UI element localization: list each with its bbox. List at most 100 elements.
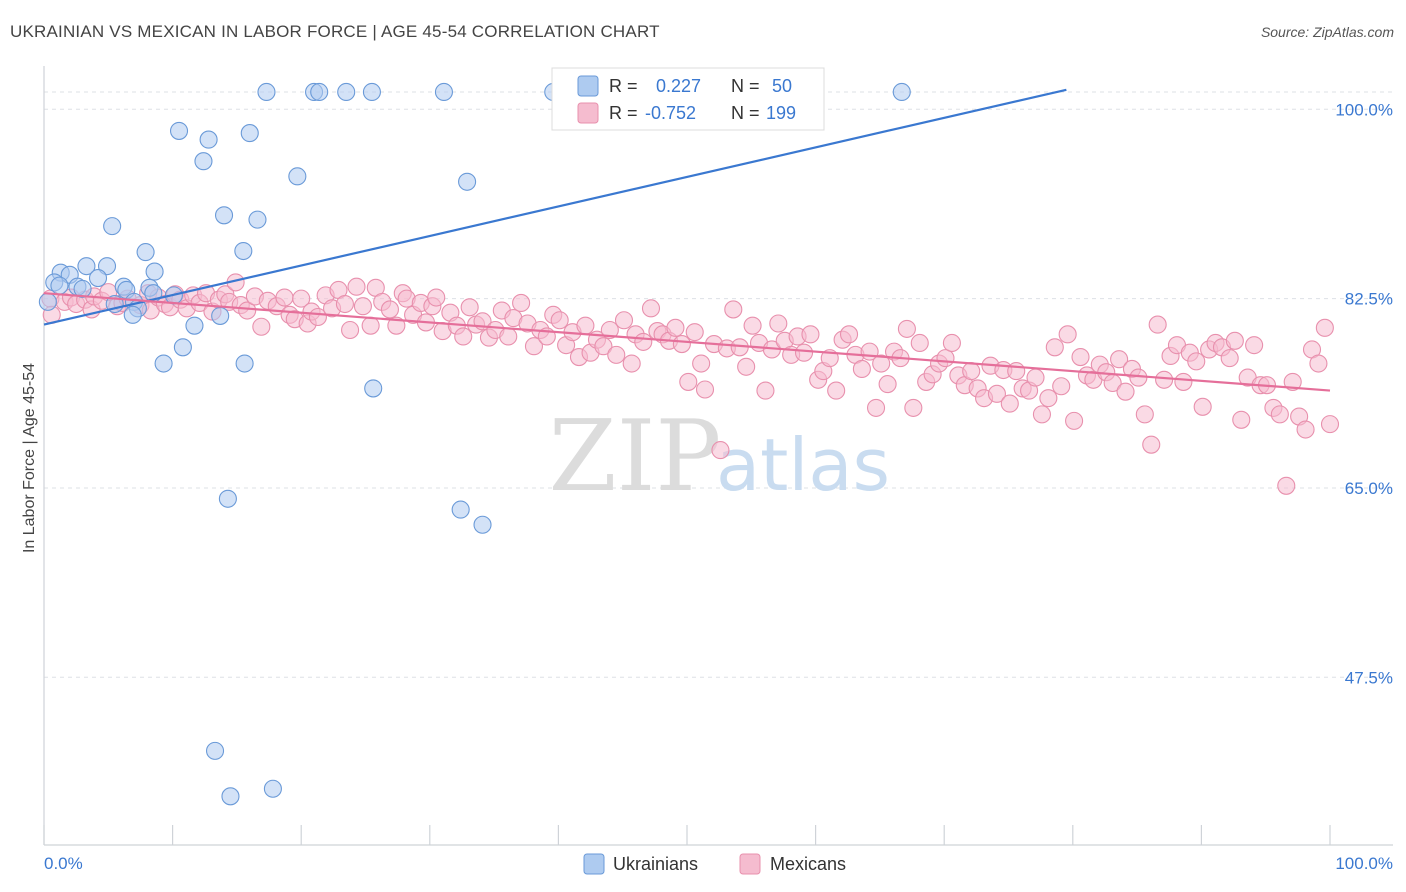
ukrainian-point[interactable] <box>235 354 254 373</box>
mexican-point[interactable] <box>827 381 846 400</box>
ukrainian-point[interactable] <box>473 515 492 534</box>
mexican-point[interactable] <box>679 372 698 391</box>
mexican-point[interactable] <box>641 299 661 318</box>
ukrainian-point[interactable] <box>263 779 282 798</box>
ukrainian-point[interactable] <box>123 305 142 324</box>
ukrainian-point[interactable] <box>194 152 213 171</box>
mexican-point[interactable] <box>1032 405 1051 424</box>
mexican-point[interactable] <box>1296 420 1315 439</box>
mexican-point[interactable] <box>695 380 715 399</box>
ukrainian-point[interactable] <box>50 276 69 295</box>
mexican-point[interactable] <box>1270 405 1289 424</box>
mexican-point[interactable] <box>380 300 399 319</box>
ukrainian-point[interactable] <box>103 217 122 236</box>
ukrainian-point[interactable] <box>451 500 470 519</box>
mexican-point[interactable] <box>1000 394 1019 413</box>
mexican-point[interactable] <box>685 323 704 342</box>
mexican-point[interactable] <box>801 325 820 344</box>
mexican-point[interactable] <box>1225 331 1244 350</box>
mexican-point[interactable] <box>1148 315 1167 334</box>
mexican-point[interactable] <box>962 362 981 381</box>
mexican-point[interactable] <box>607 345 626 364</box>
mexican-point[interactable] <box>1174 372 1193 391</box>
mexican-point[interactable] <box>353 297 372 316</box>
mexican-point[interactable] <box>454 327 473 346</box>
mexican-point[interactable] <box>794 343 814 362</box>
mexican-point[interactable] <box>910 333 929 353</box>
mexican-point[interactable] <box>904 398 923 417</box>
mexican-point[interactable] <box>335 294 354 314</box>
ukrainian-point[interactable] <box>434 82 453 102</box>
mexican-point[interactable] <box>361 316 380 335</box>
mexican-point[interactable] <box>387 316 406 335</box>
ukrainian-point[interactable] <box>288 167 307 186</box>
mexican-point[interactable] <box>1058 325 1077 344</box>
mexican-point[interactable] <box>634 332 653 351</box>
mexican-point[interactable] <box>756 381 775 400</box>
mexican-point[interactable] <box>866 398 886 417</box>
mexican-point[interactable] <box>1283 372 1302 391</box>
mexican-point[interactable] <box>711 441 730 460</box>
mexican-point[interactable] <box>1142 435 1161 454</box>
mexican-point[interactable] <box>1232 410 1251 429</box>
mexican-point[interactable] <box>672 335 691 354</box>
mexican-point[interactable] <box>275 288 294 307</box>
mexican-point[interactable] <box>550 311 569 330</box>
mexican-point[interactable] <box>1309 354 1328 373</box>
mexican-point[interactable] <box>292 289 311 308</box>
ukrainian-point[interactable] <box>362 82 381 102</box>
mexican-point[interactable] <box>1071 347 1090 367</box>
mexican-point[interactable] <box>872 354 891 373</box>
legend-label-mexicans[interactable]: Mexicans <box>770 854 846 874</box>
legend-swatch-mexicans[interactable] <box>739 853 761 875</box>
mexican-point[interactable] <box>594 337 613 356</box>
ukrainian-point[interactable] <box>248 210 267 229</box>
ukrainian-point[interactable] <box>211 306 230 325</box>
ukrainian-point[interactable] <box>221 787 240 806</box>
ukrainian-point[interactable] <box>458 172 477 191</box>
mexican-point[interactable] <box>839 325 859 344</box>
mexican-point[interactable] <box>987 384 1006 403</box>
mexican-point[interactable] <box>1110 350 1129 369</box>
mexican-point[interactable] <box>852 359 871 378</box>
ukrainian-point[interactable] <box>185 316 204 335</box>
mexican-point[interactable] <box>737 357 756 376</box>
ukrainian-point[interactable] <box>214 206 234 225</box>
mexican-point[interactable] <box>238 301 257 320</box>
mexican-point[interactable] <box>252 317 271 336</box>
ukrainian-point[interactable] <box>73 279 92 298</box>
mexican-point[interactable] <box>1187 352 1206 371</box>
mexican-point[interactable] <box>1007 362 1026 381</box>
mexican-point[interactable] <box>1052 377 1071 396</box>
mexican-point[interactable] <box>1220 349 1239 368</box>
mexican-point[interactable] <box>769 314 788 333</box>
legend-swatch-ukrainians[interactable] <box>583 853 605 875</box>
mexican-point[interactable] <box>724 300 743 319</box>
mexican-point[interactable] <box>1116 382 1135 401</box>
mexican-point[interactable] <box>1245 336 1264 355</box>
mexican-point[interactable] <box>936 349 955 368</box>
ukrainian-point[interactable] <box>77 257 96 276</box>
ukrainian-point[interactable] <box>173 338 192 357</box>
mexican-point[interactable] <box>1045 338 1064 357</box>
ukrainian-point[interactable] <box>38 292 57 311</box>
ukrainian-point[interactable] <box>199 130 218 149</box>
mexican-point[interactable] <box>1039 389 1058 408</box>
mexican-point[interactable] <box>1193 397 1212 416</box>
ukrainian-point[interactable] <box>234 241 253 261</box>
ukrainian-point[interactable] <box>136 243 155 262</box>
mexican-point[interactable] <box>347 277 366 296</box>
mexican-point[interactable] <box>1155 370 1174 389</box>
mexican-point[interactable] <box>524 337 544 356</box>
legend-label-ukrainians[interactable]: Ukrainians <box>613 854 698 874</box>
mexican-point[interactable] <box>897 319 916 338</box>
ukrainian-point[interactable] <box>310 82 329 102</box>
ukrainian-point[interactable] <box>88 269 108 288</box>
ukrainian-point[interactable] <box>240 124 259 143</box>
ukrainian-point[interactable] <box>257 82 276 102</box>
mexican-point[interactable] <box>1277 476 1296 495</box>
ukrainian-point[interactable] <box>169 121 189 140</box>
ukrainian-point[interactable] <box>145 262 164 281</box>
mexican-point[interactable] <box>743 316 762 335</box>
mexican-point[interactable] <box>1135 405 1154 424</box>
